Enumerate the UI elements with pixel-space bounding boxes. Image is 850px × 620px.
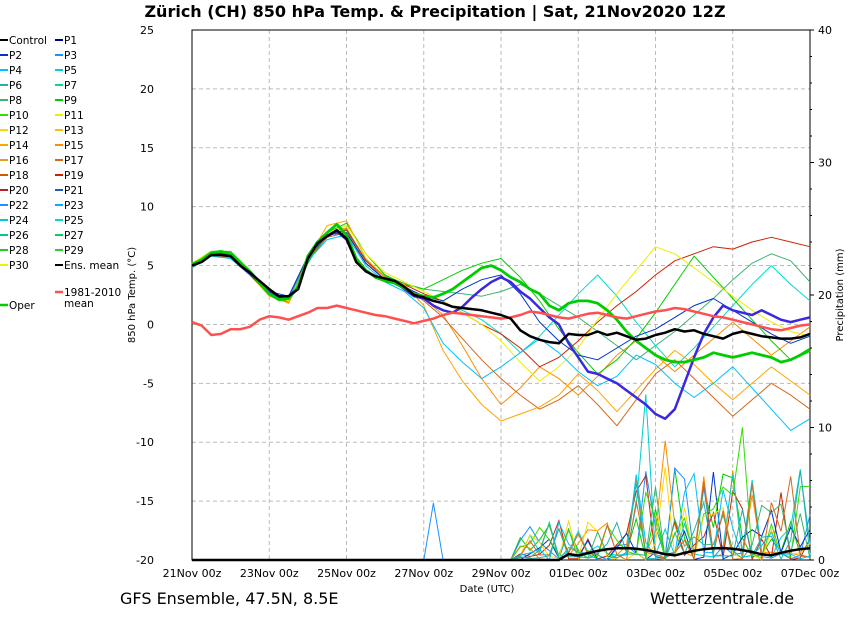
precipitation-traces: [192, 394, 811, 562]
legend-label: P24: [9, 215, 29, 227]
y-tick-label: 10: [140, 201, 154, 214]
legend-label: P9: [64, 95, 77, 107]
x-tick-label: 01Dec 00z: [549, 567, 608, 580]
x-tick-label: 29Nov 00z: [472, 567, 531, 580]
legend-label: P20: [9, 185, 29, 197]
y-axis-label: 850 hPa Temp. (°C): [127, 247, 138, 343]
legend-label: 1981-2010: [64, 287, 121, 299]
legend-label: P5: [64, 65, 77, 77]
legend-label: P12: [9, 125, 29, 137]
y-axis-right-label: Precipitation (mm): [835, 248, 846, 341]
legend-label: P15: [64, 140, 84, 152]
legend-label: P13: [64, 125, 84, 137]
series-ens-mean: [191, 228, 811, 345]
series-p14: [191, 220, 811, 422]
x-tick-label: 23Nov 00z: [240, 567, 299, 580]
y-right-tick-label: 40: [818, 24, 832, 37]
y-tick-label: 0: [147, 318, 154, 331]
legend-label: P6: [9, 80, 22, 92]
chart-title: Zürich (CH) 850 hPa Temp. & Precipitatio…: [144, 2, 725, 22]
x-tick-label: 03Dec 00z: [626, 567, 685, 580]
y-right-tick-label: 10: [818, 422, 832, 435]
legend-label: P26: [9, 230, 29, 242]
legend-label: P28: [9, 245, 29, 257]
legend-label: P27: [64, 230, 84, 242]
x-axis-label: Date (UTC): [460, 584, 515, 595]
legend-label: mean: [64, 298, 94, 310]
y-right-tick-label: 20: [818, 289, 832, 302]
legend-label: Control: [9, 35, 47, 47]
legend-label: P23: [64, 200, 84, 212]
legend-label: P17: [64, 155, 84, 167]
legend-label: P7: [64, 80, 77, 92]
series-p4: [191, 234, 811, 431]
legend-label: P8: [9, 95, 22, 107]
series-lines: [191, 220, 811, 431]
legend-label: P11: [64, 110, 84, 122]
legend-label: P29: [64, 245, 84, 257]
legend-label: P10: [9, 110, 29, 122]
x-axis: 21Nov 00z 23Nov 00z 25Nov 00z 27Nov 00z 29No…: [163, 567, 840, 580]
series-1981-2010-mean: [191, 304, 811, 337]
legend-label: P2: [9, 50, 22, 62]
x-tick-label: 21Nov 00z: [163, 567, 222, 580]
x-tick-label: 07Dec 00z: [781, 567, 840, 580]
x-tick-label: 27Nov 00z: [394, 567, 453, 580]
y-tick-label: -20: [136, 554, 154, 567]
legend-label: Ens. mean: [64, 260, 119, 272]
legend-label: P21: [64, 185, 84, 197]
footer-source: GFS Ensemble, 47.5N, 8.5E: [120, 589, 339, 608]
y-tick-label: 25: [140, 24, 154, 37]
y-tick-label: -5: [143, 377, 154, 390]
y-right-tick-label: 0: [818, 554, 825, 567]
x-tick-label: 05Dec 00z: [703, 567, 762, 580]
y-tick-label: -10: [136, 436, 154, 449]
legend-label: P16: [9, 155, 29, 167]
y-tick-label: 15: [140, 142, 154, 155]
legend-label: P1: [64, 35, 77, 47]
legend: Control P1 P2 P3 P4 P5 P6 P7 P8 P9 P10 P11 P12 P13 P14…: [0, 35, 121, 312]
legend-label: P19: [64, 170, 84, 182]
precip-mean-line: [192, 546, 811, 562]
y-right-tick-label: 30: [818, 157, 832, 170]
y-axis-right: 40 30 20 10 0: [810, 24, 832, 567]
y-tick-label: 20: [140, 83, 154, 96]
legend-label: P30: [9, 260, 29, 272]
legend-label: P18: [9, 170, 29, 182]
y-tick-label: 5: [147, 260, 154, 273]
legend-label: P4: [9, 65, 22, 77]
series-p2: [191, 232, 811, 361]
legend-label: P25: [64, 215, 84, 227]
legend-label: Oper: [9, 300, 35, 312]
y-tick-label: -15: [136, 495, 154, 508]
footer-site: Wetterzentrale.de: [650, 589, 794, 608]
legend-label: P3: [64, 50, 77, 62]
legend-label: P14: [9, 140, 29, 152]
y-axis-left: 25 20 15 10 5 0 -5 -10 -15 -20: [136, 24, 154, 567]
x-tick-label: 25Nov 00z: [317, 567, 376, 580]
legend-label: P22: [9, 200, 29, 212]
